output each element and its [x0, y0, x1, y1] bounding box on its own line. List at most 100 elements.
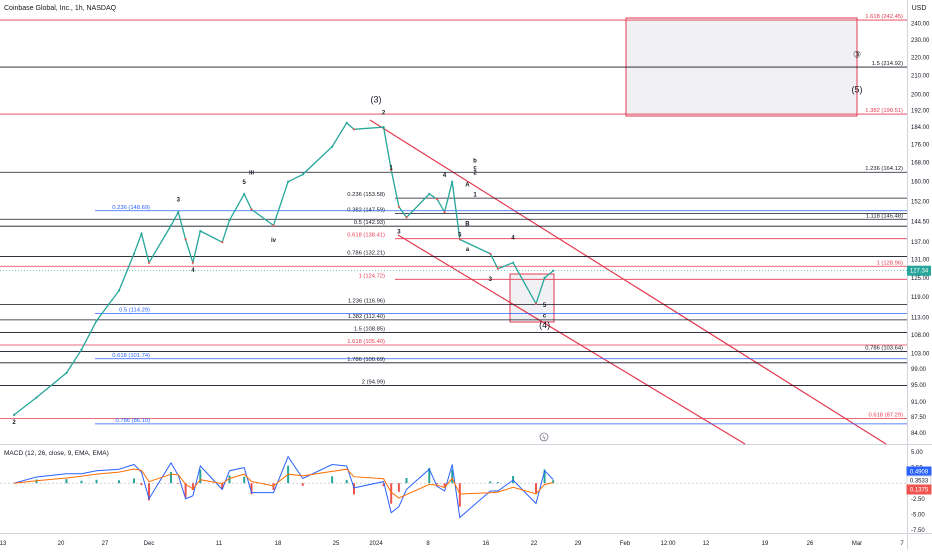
- fib-level-label: 1.786 (100.69): [347, 357, 385, 363]
- price-point: [301, 173, 304, 176]
- time-tick-label: 22: [531, 541, 538, 547]
- wave-label: (4): [539, 320, 550, 330]
- macd-line[interactable]: [13, 455, 554, 519]
- channel-lower-line[interactable]: [397, 234, 746, 445]
- price-tick-label: 152.00: [911, 200, 930, 206]
- price-point: [147, 261, 151, 264]
- macd-histogram-bar: [397, 483, 400, 492]
- macd-label: MACD (12, 26, close, 9, EMA, EMA): [4, 450, 109, 457]
- wave-label: (3): [371, 95, 382, 105]
- fib-level-label: 2 (94.99): [362, 380, 385, 386]
- fib-level-label: 1 (124.72): [359, 273, 385, 279]
- time-tick-label: 18: [275, 541, 282, 547]
- price-tick-label: 119.00: [911, 295, 930, 301]
- time-tick-label: 13: [0, 541, 7, 547]
- macd-histogram-bar: [331, 476, 334, 484]
- macd-histogram-bar: [228, 475, 231, 484]
- price-tick-label: 84.00: [911, 431, 927, 437]
- price-point: [12, 413, 16, 416]
- macd-histogram-bar: [184, 483, 187, 498]
- price-point: [331, 145, 334, 148]
- time-tick-label: 26: [807, 541, 814, 547]
- wave-label: 3: [397, 230, 401, 236]
- chart-title: Coinbase Global, Inc., 1h, NASDAQ: [4, 5, 117, 12]
- time-tick-label: 27: [102, 541, 109, 547]
- wave-label: 2: [473, 170, 477, 176]
- fib-level-label: 0.236 (153.58): [347, 192, 385, 198]
- price-tick-label: 108.00: [911, 333, 930, 339]
- flash-icon[interactable]: [539, 432, 549, 442]
- fib-level-label: 1.382 (190.51): [865, 108, 903, 114]
- wave-label: 2: [12, 420, 16, 426]
- price-point: [221, 241, 224, 244]
- price-point: [458, 238, 461, 241]
- wave-label: a: [466, 247, 470, 253]
- current-price-badge: [907, 265, 931, 276]
- fib-level-label: 0.786 (103.64): [865, 346, 903, 352]
- fib-level-label: 1.618 (242.45): [865, 14, 903, 20]
- time-tick-label: 11: [216, 541, 223, 547]
- price-point: [496, 267, 499, 270]
- price-point: [243, 192, 246, 196]
- price-tick-label: 137.00: [911, 240, 930, 246]
- price-point: [95, 319, 98, 322]
- macd-histogram-bar: [543, 469, 546, 484]
- time-tick-label: 29: [575, 541, 582, 547]
- price-point: [382, 126, 385, 129]
- wave-label: ③: [853, 49, 861, 59]
- price-tick-label: 200.00: [911, 93, 930, 99]
- fib-level-label: 0.618 (101.74): [112, 353, 150, 359]
- macd-histogram-bar: [148, 483, 150, 501]
- macd-histogram-bar: [443, 483, 446, 487]
- macd-histogram-bar: [458, 483, 461, 507]
- macd-histogram-bar: [405, 478, 408, 484]
- price-tick-label: 192.00: [911, 109, 930, 115]
- price-point: [451, 180, 454, 183]
- fib-level-label: 0.5 (114.29): [119, 307, 150, 313]
- price-point: [345, 121, 348, 124]
- macd-histogram-bar: [451, 469, 454, 484]
- macd-histogram-bar: [535, 483, 537, 493]
- wave-label: (5): [852, 85, 863, 95]
- fib-level-label: 0.618 (87.29): [869, 413, 904, 419]
- fib-level-label: 0.786 (132.21): [347, 251, 385, 257]
- price-tick-label: 160.00: [911, 180, 930, 186]
- wave-label: b: [473, 159, 477, 165]
- macd-histogram-bar: [390, 483, 393, 504]
- price-tick-label: 87.50: [911, 415, 927, 421]
- wave4-zone-box[interactable]: [509, 273, 555, 323]
- fib-level-label: 1.5 (108.85): [354, 326, 385, 332]
- time-tick-label: 25: [333, 541, 340, 547]
- fib-level-label: 0.5 (142.93): [354, 220, 385, 226]
- macd-histogram-bar: [496, 482, 499, 484]
- macd-tick-label: 5.00: [911, 450, 923, 456]
- channel-upper-line[interactable]: [369, 119, 887, 445]
- wave-label: 5: [543, 303, 547, 309]
- price-point: [390, 168, 393, 171]
- price-tick-label: 184.00: [911, 125, 930, 131]
- macd-value-text: 0.3533: [910, 479, 929, 485]
- time-tick-label: 16: [483, 541, 490, 547]
- wave-label: 3: [489, 277, 493, 283]
- macd-histogram-bar: [221, 483, 224, 489]
- fib-level-label: 1 (128.96): [877, 260, 903, 266]
- wave-label: 5: [458, 233, 462, 239]
- macd-histogram-bar: [382, 483, 385, 487]
- time-tick-label: 2024: [369, 541, 383, 547]
- macd-histogram-bar: [345, 480, 348, 484]
- price-point: [177, 211, 180, 214]
- macd-histogram-bar: [35, 479, 38, 484]
- time-tick-label: Mar: [852, 541, 862, 547]
- macd-histogram-bar: [552, 480, 555, 484]
- fib-level-label: 1.618 (105.40): [347, 339, 385, 345]
- macd-histogram-bar: [140, 483, 143, 486]
- macd-signal-line[interactable]: [13, 468, 554, 499]
- wave-label: c: [473, 166, 477, 172]
- macd-histogram-bar: [65, 479, 68, 484]
- price-tick-label: 125.00: [911, 276, 930, 282]
- fib-level-label: 1.236 (116.96): [348, 298, 385, 304]
- fib-level-label: 0.236 (148.69): [112, 205, 150, 211]
- price-point: [534, 302, 538, 305]
- wave-label: 4: [443, 173, 447, 179]
